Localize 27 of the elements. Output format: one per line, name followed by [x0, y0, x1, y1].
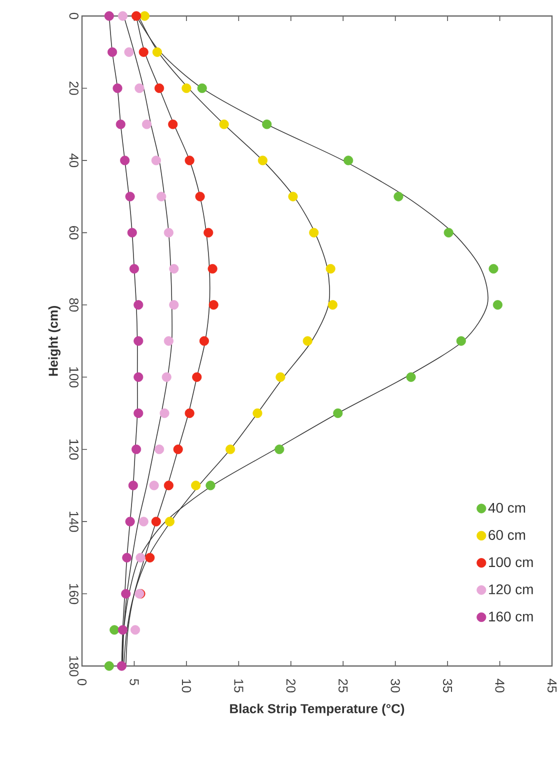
y-tick-label: 160 — [69, 584, 78, 604]
x-tick-label: 20 — [286, 679, 296, 692]
y-tick-label: 0 — [69, 12, 78, 20]
y-tick-label: 100 — [69, 367, 78, 388]
y-tick-label: 180 — [69, 656, 78, 676]
legend-label: 100 cm — [489, 557, 533, 568]
x-tick-label: 25 — [338, 679, 348, 692]
x-tick-label: 0 — [77, 678, 87, 686]
x-tick-label: 30 — [390, 678, 400, 692]
y-tick-label: 140 — [69, 512, 78, 532]
legend-label: 40 cm — [488, 502, 526, 513]
y-tick-label: 20 — [69, 82, 78, 95]
legend-label: 120 cm — [489, 584, 533, 594]
y-tick-label: 120 — [69, 440, 78, 460]
x-axis-title: Black Strip Temperature (°C) — [230, 704, 404, 716]
y-axis-title: Height (cm) — [48, 306, 60, 376]
legend-label: 160 cm — [489, 612, 533, 622]
legend-label: 60 cm — [488, 530, 526, 540]
y-tick-label: 60 — [69, 226, 78, 240]
x-tick-label: 40 — [495, 678, 504, 692]
x-tick-label: 35 — [442, 678, 452, 692]
x-tick-label: 45 — [547, 678, 557, 692]
x-tick-label: 15 — [234, 679, 244, 692]
x-tick-label: 5 — [130, 679, 139, 686]
x-tick-label: 10 — [182, 679, 192, 692]
y-tick-label: 80 — [69, 298, 78, 312]
y-tick-label: 40 — [69, 154, 78, 168]
